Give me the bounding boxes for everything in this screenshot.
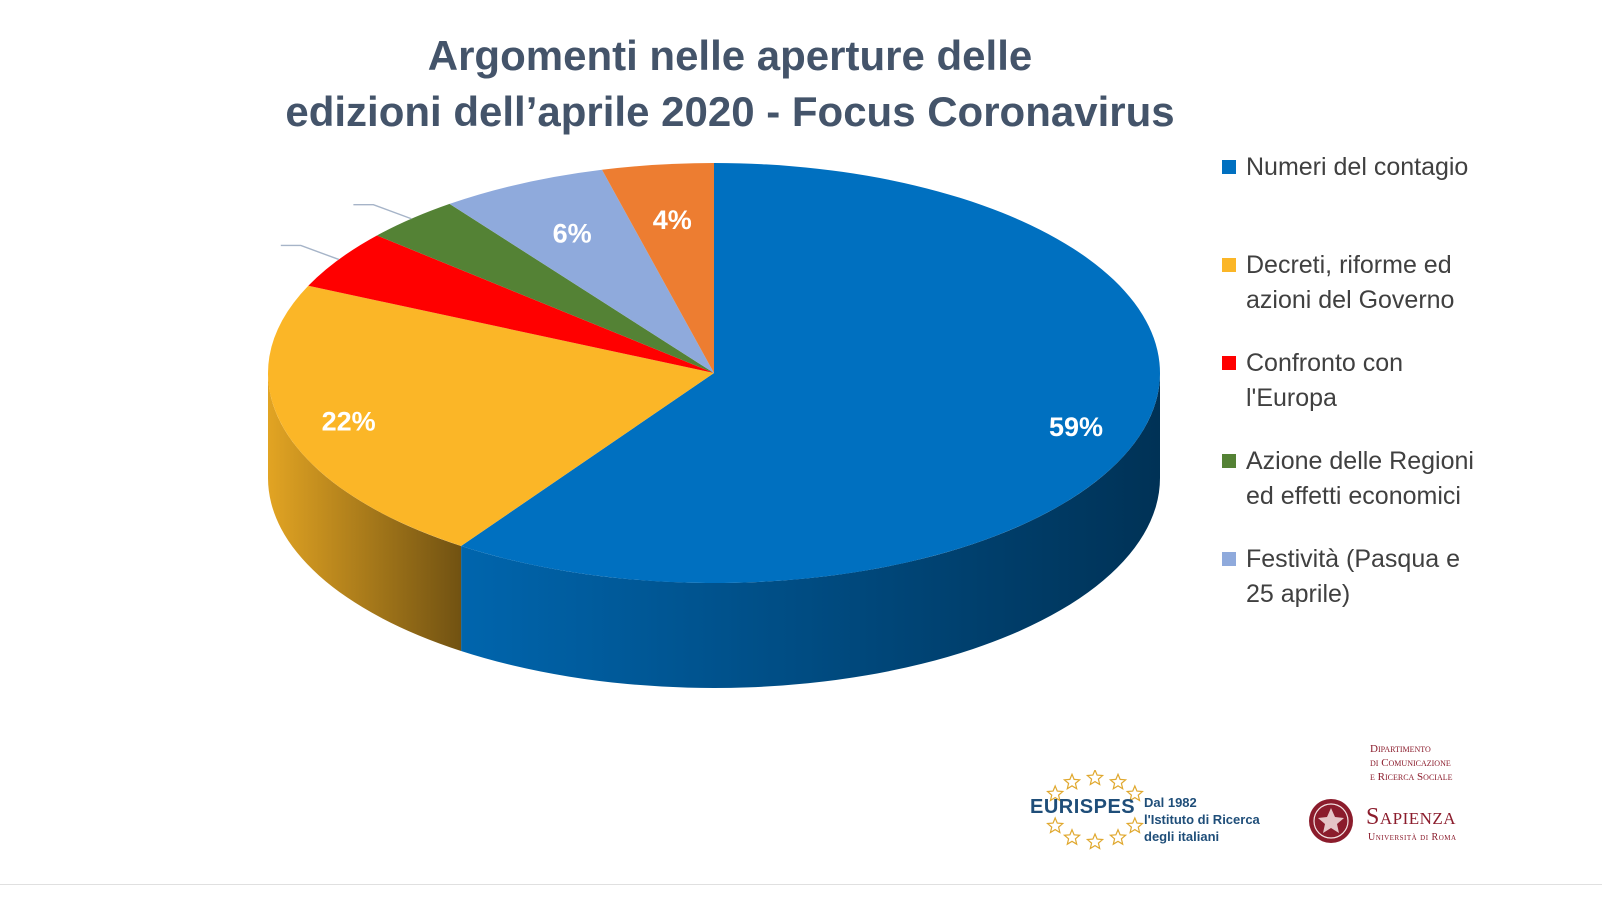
- legend-item: Numeri del contagio: [1222, 150, 1516, 185]
- eurispes-star: [1062, 772, 1082, 791]
- pie-sides: [268, 373, 1160, 689]
- pie-slice-2: [308, 235, 714, 373]
- pie-slice-1: [267, 285, 714, 546]
- legend-item: Confronto con l'Europa: [1222, 346, 1516, 416]
- legend-item: Festività (Pasqua e 25 aprile): [1222, 542, 1516, 612]
- eurispes-star: [1085, 770, 1105, 786]
- chart-title-line-2: edizioni dell’aprile 2020 - Focus Corona…: [285, 88, 1175, 135]
- legend-label-line: l'Europa: [1246, 384, 1337, 412]
- legend-label-line: 25 aprile): [1246, 580, 1351, 608]
- legend-label: Azione delle Regioni ed effetti economici: [1246, 444, 1516, 514]
- legend-label: Decreti, riforme ed azioni del Governo: [1246, 248, 1516, 318]
- eurispes-tagline: Dal 1982 l'Istituto di Ricerca degli ita…: [1144, 794, 1264, 845]
- legend-label-line: Decreti, riforme ed: [1246, 251, 1452, 279]
- legend-item: Azione delle Regioni ed effetti economici: [1222, 444, 1516, 514]
- pie-slice-3: [376, 203, 714, 373]
- eurispes-star: [1125, 816, 1144, 834]
- legend-label: Festività (Pasqua e 25 aprile): [1246, 542, 1516, 612]
- eurispes-star: [1108, 828, 1128, 846]
- pie-top: [267, 163, 1160, 583]
- pie-data-labels: 59% 22% 6% 4%: [322, 205, 1103, 442]
- pie-side-0: [461, 373, 1160, 689]
- pie-leader-line-3: [353, 204, 412, 220]
- pie-data-label-0: 59%: [1049, 412, 1103, 442]
- pie-leader-lines: [280, 204, 412, 261]
- pie-slice-4: [449, 169, 714, 373]
- sapienza-name: Sapienza: [1366, 804, 1457, 830]
- legend-label-line: azioni del Governo: [1246, 286, 1455, 314]
- chart-title-line-1: Argomenti nelle aperture delle: [427, 32, 1033, 79]
- sapienza-dept-line-2: di Comunicazione: [1370, 757, 1451, 769]
- eurispes-star: [1108, 772, 1128, 791]
- sapienza-dept-line-1: Dipartimento: [1370, 743, 1431, 755]
- eurispes-star: [1125, 784, 1144, 802]
- bottom-divider: [0, 884, 1602, 885]
- pie-chart: 59% 22% 6% 4%: [267, 163, 1160, 689]
- legend-label-line: Festività (Pasqua e: [1246, 545, 1460, 573]
- eurispes-tagline-line-2: l'Istituto di Ricerca: [1144, 812, 1260, 827]
- eurispes-logo: EURISPES Dal 1982 l'Istituto di Ricerca …: [1030, 770, 1260, 854]
- chart-title: Argomenti nelle aperture delle edizioni …: [0, 28, 1460, 140]
- pie-data-label-4: 6%: [553, 219, 592, 249]
- legend-label-line: Azione delle Regioni: [1246, 447, 1474, 475]
- legend-label: Numeri del contagio: [1246, 150, 1516, 185]
- pie-slice-0: [461, 163, 1160, 583]
- legend-swatch: [1222, 454, 1236, 468]
- legend-swatch: [1222, 160, 1236, 174]
- legend-swatch: [1222, 356, 1236, 370]
- legend-label: Confronto con l'Europa: [1246, 346, 1516, 416]
- sapienza-department: Dipartimento di Comunicazione e Ricerca …: [1370, 742, 1510, 784]
- legend-label-line: Numeri del contagio: [1246, 153, 1469, 181]
- sapienza-university: Università di Roma: [1368, 832, 1457, 843]
- eurispes-tagline-line-3: degli italiani: [1144, 829, 1220, 844]
- legend-swatch: [1222, 552, 1236, 566]
- legend-label-line: Confronto con: [1246, 349, 1404, 377]
- pie-leader-line-2: [280, 244, 340, 261]
- pie-slice-5: [601, 163, 714, 373]
- pie-data-label-1: 22%: [322, 407, 376, 437]
- eurispes-star: [1062, 828, 1082, 846]
- legend-label-line: ed effetti economici: [1246, 482, 1461, 510]
- sapienza-dept-line-3: e Ricerca Sociale: [1370, 771, 1453, 783]
- pie-data-label-5: 4%: [653, 205, 692, 235]
- sapienza-logo: Dipartimento di Comunicazione e Ricerca …: [1300, 742, 1500, 854]
- legend-swatch: [1222, 258, 1236, 272]
- eurispes-stars-icon: [1046, 770, 1144, 850]
- eurispes-star: [1046, 784, 1065, 802]
- pie-side-1: [268, 373, 462, 651]
- eurispes-tagline-line-1: Dal 1982: [1144, 795, 1197, 810]
- eurispes-brand: EURISPES: [1030, 796, 1136, 818]
- sapienza-seal-icon: [1309, 799, 1353, 843]
- eurispes-star: [1046, 816, 1065, 834]
- legend-item: Decreti, riforme ed azioni del Governo: [1222, 248, 1516, 318]
- eurispes-star: [1085, 832, 1105, 850]
